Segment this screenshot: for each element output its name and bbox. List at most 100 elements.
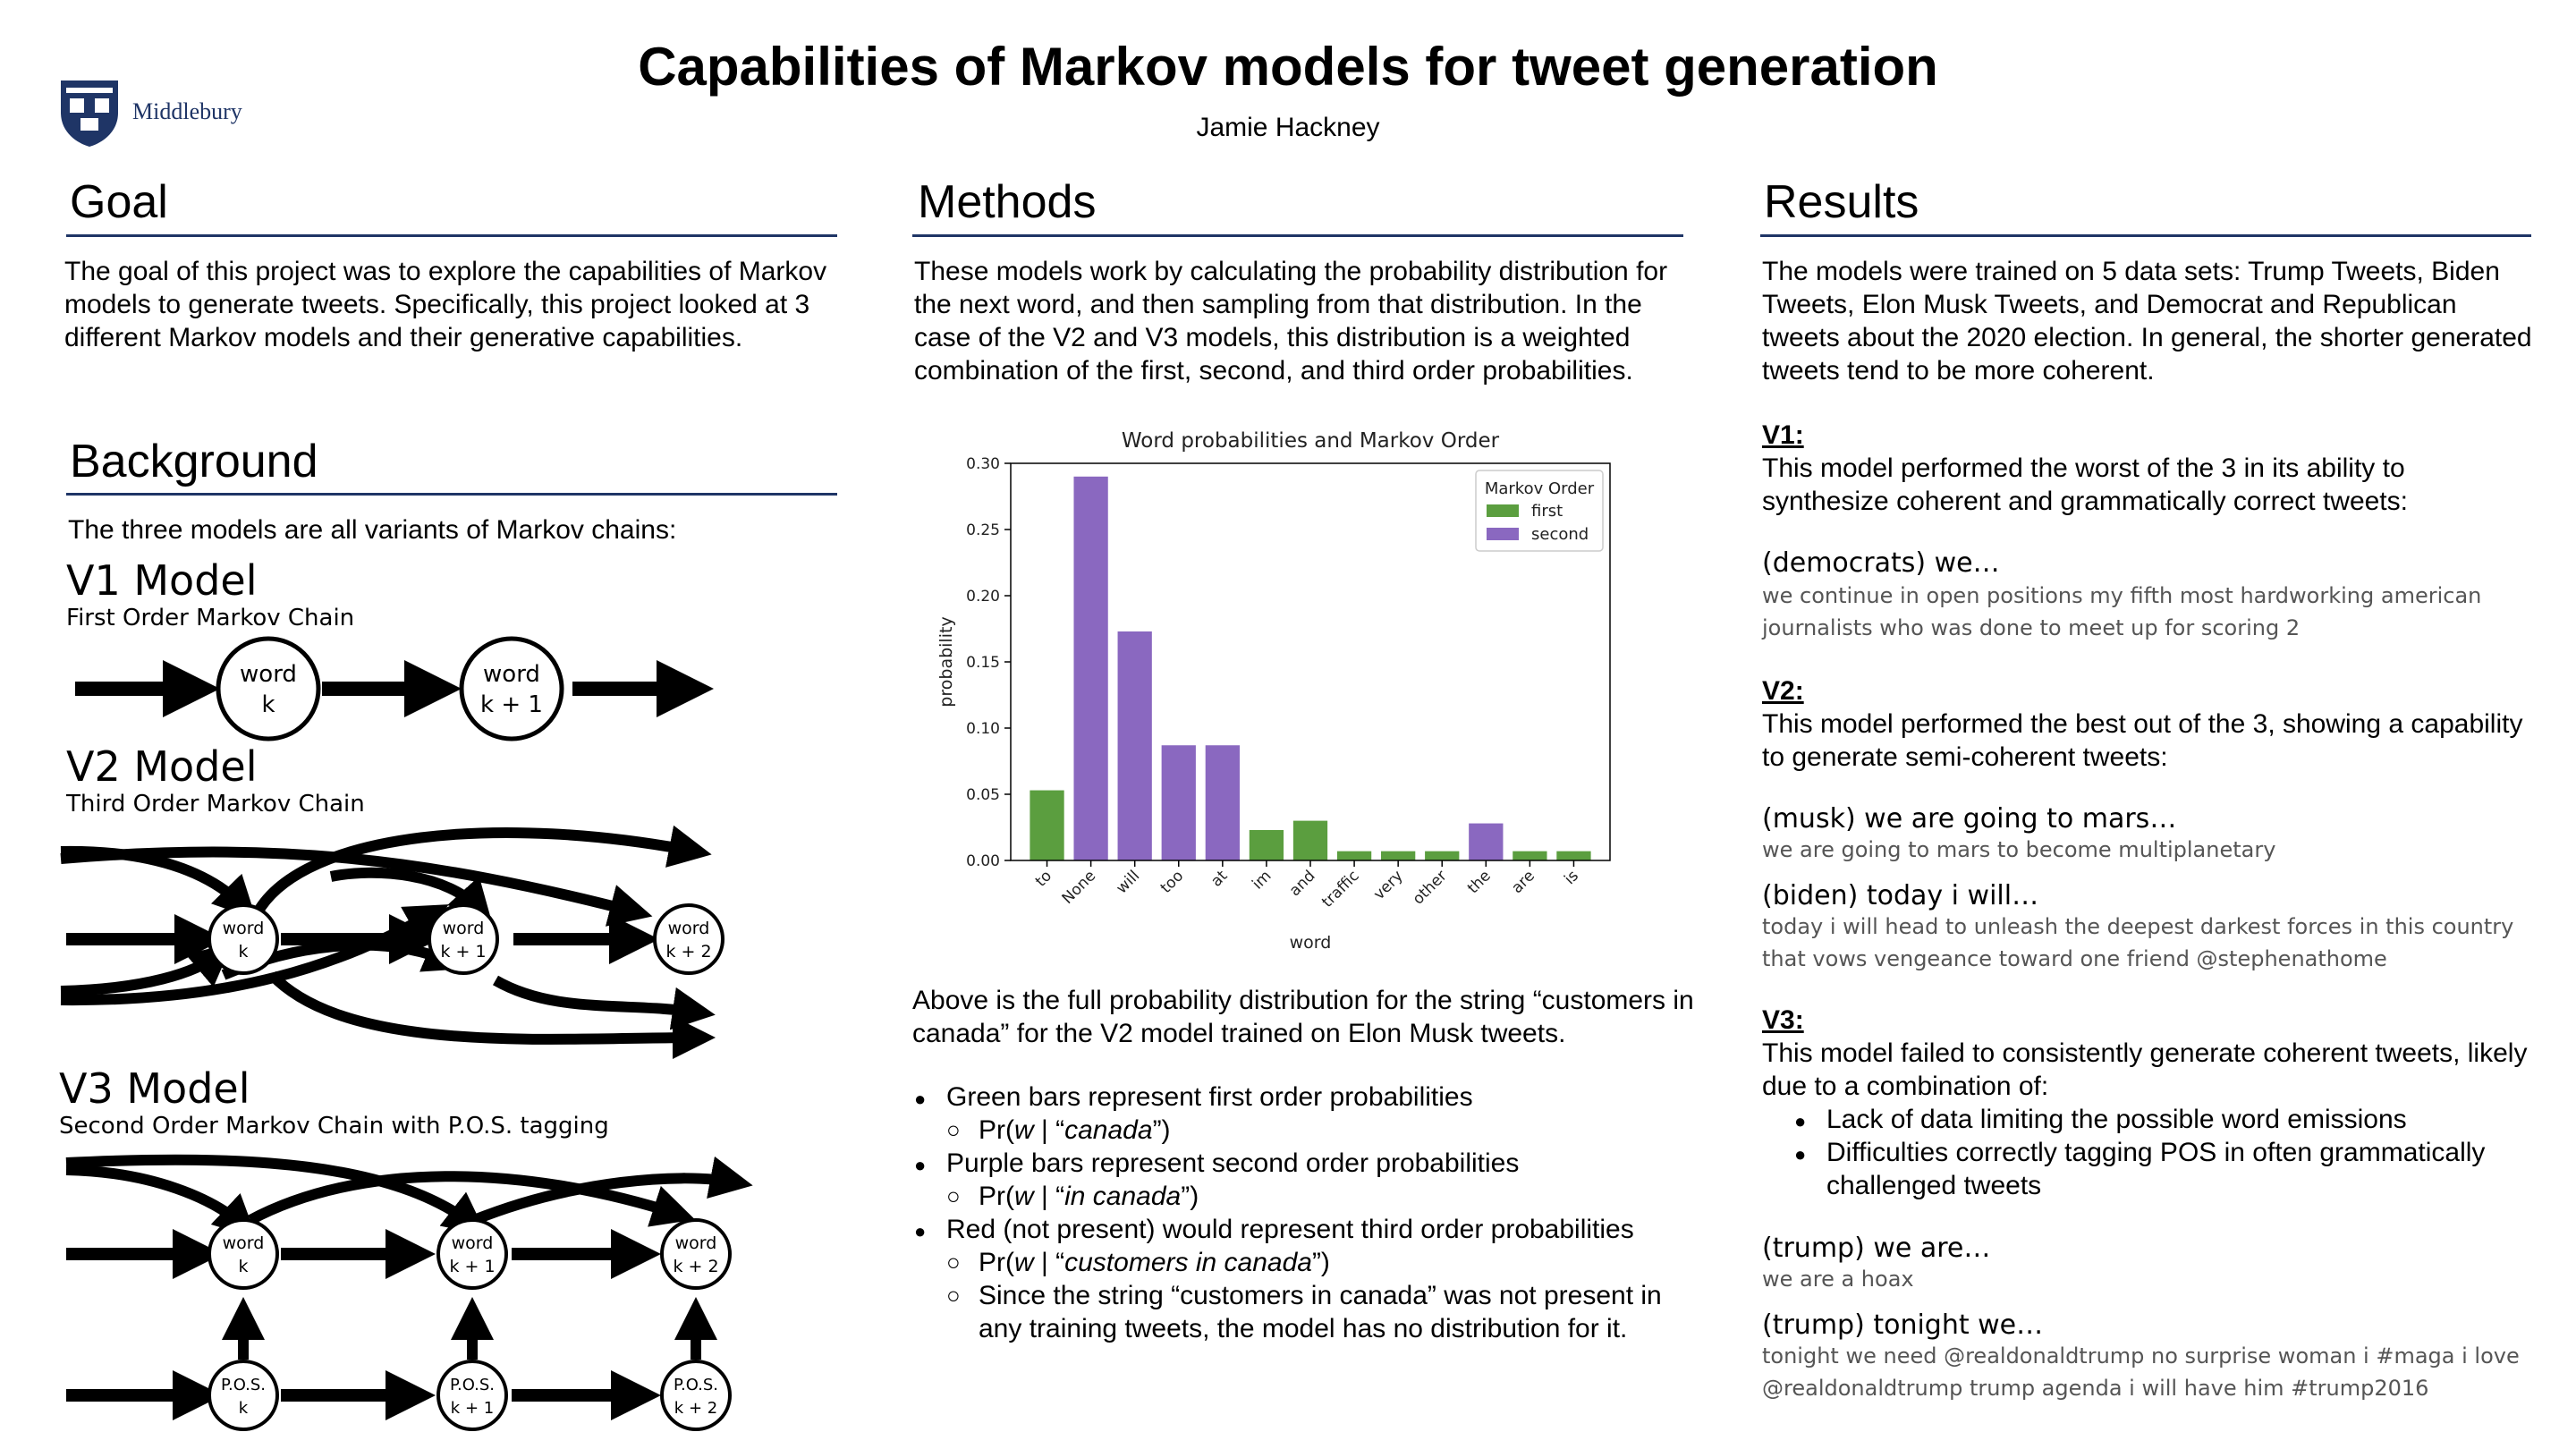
- v2-arrow-skip-top: [252, 825, 712, 916]
- v3-model-subtitle: Second Order Markov Chain with P.O.S. ta…: [59, 1113, 609, 1140]
- legend-entry-second: second: [1531, 525, 1589, 544]
- chart-legend: Markov Order first second: [1475, 470, 1604, 552]
- background-intro: The three models are all variants of Mar…: [68, 515, 677, 545]
- v3-arrow-top-in: [65, 1165, 258, 1239]
- bar-is: [1556, 851, 1591, 860]
- bullet-red-text: Red (not present) would represent third …: [946, 1215, 1634, 1244]
- bar-are: [1513, 851, 1547, 860]
- v3-node-word-k2: [660, 1218, 732, 1290]
- bullet-red-sub: Pr(w | “customers in canada”): [946, 1246, 1701, 1279]
- bullet-green-sub: Pr(w | “canada”): [946, 1114, 1701, 1147]
- bar-none: [1073, 476, 1108, 860]
- pr-suffix: ”): [1181, 1182, 1199, 1211]
- pr-phrase: in canada: [1064, 1182, 1182, 1211]
- y-tick-label: 0.20: [966, 588, 1000, 606]
- background-divider: [66, 493, 837, 496]
- v3-chain-diagram: word k word k + 1 word k + 2 P.O.S. k P.…: [65, 1154, 753, 1431]
- v3-pos1-line1: P.O.S.: [221, 1376, 266, 1394]
- v3-word1-line1: word: [223, 1233, 265, 1253]
- v2-arrow-k1-bottom: [493, 975, 716, 1030]
- v2-arrow-bottom-in: [60, 943, 233, 996]
- bullet-green: Green bars represent first order probabi…: [914, 1080, 1701, 1147]
- word-probability-chart: Word probabilities and Markov Order 0.00…: [936, 429, 1611, 953]
- bar-to: [1030, 790, 1064, 860]
- v3-word3-line1: word: [675, 1233, 717, 1253]
- v2-node2-line2: k + 1: [440, 942, 486, 962]
- x-tick-label: too: [1157, 867, 1188, 897]
- v1-node2-line1: word: [483, 661, 540, 688]
- v1-node1-line1: word: [240, 661, 297, 688]
- v2-result-heading: V2:: [1762, 676, 1804, 706]
- v2-node-word-k1: [428, 903, 499, 975]
- pr-mid: | “: [1033, 1115, 1065, 1145]
- x-tick-label: and: [1286, 867, 1319, 900]
- v2-chain-diagram: word k word k + 1 word k + 2: [60, 825, 724, 1060]
- v1-model-subtitle: First Order Markov Chain: [66, 605, 355, 631]
- bullet-purple: Purple bars represent second order proba…: [914, 1147, 1701, 1213]
- v2-node3-line2: k + 2: [665, 942, 711, 962]
- middlebury-shield-logo: [57, 77, 122, 153]
- v1-example-label: (democrats) we…: [1762, 547, 2000, 579]
- methods-divider: [912, 234, 1683, 237]
- chart-caption: Above is the full probability distributi…: [912, 986, 1694, 1048]
- poster-title: Capabilities of Markov models for tweet …: [638, 37, 1938, 97]
- pr-prefix: Pr(: [979, 1248, 1014, 1277]
- v3-model-title: V3 Model: [59, 1064, 250, 1113]
- bar-im: [1249, 829, 1284, 860]
- x-tick-label: very: [1370, 867, 1407, 903]
- results-divider: [1760, 234, 2531, 237]
- v3-word2-line2: k + 1: [449, 1257, 495, 1276]
- pr-var: w: [1014, 1248, 1034, 1277]
- v3-node-pos-k2: [660, 1360, 732, 1431]
- legend-swatch-second: [1487, 528, 1519, 540]
- x-tick-label: the: [1464, 867, 1495, 897]
- x-tick-label: None: [1059, 867, 1100, 908]
- results-heading: Results: [1764, 176, 1919, 228]
- bar-at: [1205, 745, 1240, 860]
- v3-pos3-line1: P.O.S.: [674, 1376, 718, 1394]
- bullet-green-text: Green bars represent first order probabi…: [946, 1082, 1473, 1112]
- bar-the: [1469, 823, 1504, 860]
- v3-arrow-skip-top: [248, 1171, 696, 1227]
- bullet-purple-text: Purple bars represent second order proba…: [946, 1148, 1520, 1178]
- pr-phrase: canada: [1064, 1115, 1153, 1145]
- chart-ylabel: probability: [936, 616, 956, 707]
- v3-bullet-1: Lack of data limiting the possible word …: [1794, 1103, 2528, 1138]
- v3-pos2-line1: P.O.S.: [450, 1376, 495, 1394]
- y-tick-label: 0.05: [966, 786, 1000, 804]
- methods-heading: Methods: [918, 176, 1097, 228]
- v3-pos2-line2: k + 1: [451, 1399, 494, 1418]
- author-name: Jamie Hackney: [1196, 113, 1380, 142]
- methods-text: These models work by calculating the pro…: [914, 257, 1668, 386]
- legend-title: Markov Order: [1485, 479, 1595, 498]
- bullet-red-sub2: Since the string “customers in canada” w…: [946, 1279, 1701, 1345]
- bar-other: [1425, 851, 1460, 860]
- v3-node-pos-k1: [436, 1360, 508, 1431]
- v2-model-subtitle: Third Order Markov Chain: [66, 791, 365, 818]
- v3-result-bullets: Lack of data limiting the possible word …: [1794, 1103, 2528, 1202]
- v3-example2-text: tonight we need @realdonaldtrump no surp…: [1762, 1343, 2520, 1401]
- v3-word3-line2: k + 2: [673, 1257, 718, 1276]
- y-tick-label: 0.30: [966, 455, 1000, 473]
- x-tick-label: at: [1208, 867, 1231, 890]
- pr-phrase: customers in canada: [1064, 1248, 1312, 1277]
- x-tick-label: to: [1032, 867, 1055, 890]
- x-tick-label: is: [1561, 867, 1582, 888]
- x-tick-label: other: [1410, 867, 1451, 908]
- pr-mid: | “: [1033, 1182, 1065, 1211]
- v1-result-desc: This model performed the worst of the 3 …: [1762, 453, 2408, 516]
- bar-traffic: [1336, 851, 1372, 860]
- bar-too: [1161, 745, 1196, 860]
- pr-var: w: [1014, 1182, 1034, 1211]
- v2-example2-text: today i will head to unleash the deepest…: [1762, 914, 2514, 971]
- background-heading: Background: [70, 436, 318, 487]
- v3-example1-text: we are a hoax: [1762, 1267, 1914, 1292]
- v3-pos1-line2: k: [239, 1399, 249, 1418]
- logo-text: Middlebury: [132, 98, 242, 124]
- v3-arrow-out-top: [471, 1156, 753, 1225]
- v3-word2-line1: word: [452, 1233, 494, 1253]
- v2-node2-line1: word: [443, 919, 485, 938]
- pr-var: w: [1014, 1115, 1034, 1145]
- x-tick-label: will: [1113, 867, 1143, 897]
- v1-node-word-k: [216, 636, 321, 741]
